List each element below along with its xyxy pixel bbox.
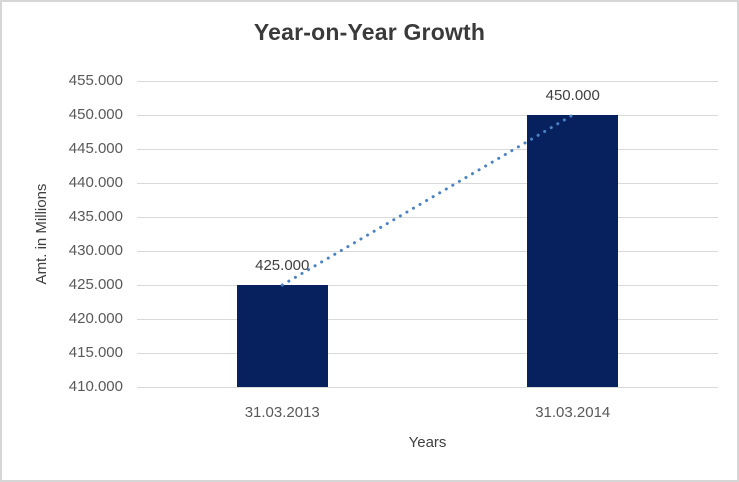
plot-area: 425.000 450.000 [137,81,718,388]
gridline [137,251,718,252]
chart-title: Year-on-Year Growth [253,19,486,45]
y-tick-label: 455.000 [68,72,123,89]
gridline [137,183,718,184]
gridline [137,353,718,354]
y-tick-label: 430.000 [68,242,123,259]
bar [527,115,619,387]
x-axis-title: Years [408,434,447,451]
gridline [137,81,718,82]
y-tick-label: 450.000 [68,106,123,123]
gridline [137,319,718,320]
y-tick-label: 445.000 [68,140,123,157]
y-tick-label: 440.000 [68,174,123,191]
y-tick-label: 415.000 [68,344,123,361]
gridline [137,115,718,116]
y-tick-label: 420.000 [68,310,123,327]
trendline-svg [280,113,575,287]
gridline [137,285,718,286]
gridline [137,149,718,150]
y-tick-label: 425.000 [68,276,123,293]
gridline [137,387,718,388]
y-tick-label: 435.000 [68,208,123,225]
y-tick-label: 410.000 [68,378,123,395]
trendline [280,113,575,287]
bar-data-label: 425.000 [255,257,310,274]
gridline [137,217,718,218]
bar-data-label: 450.000 [545,87,600,104]
x-tick-label: 31.03.2014 [535,404,611,421]
bar [236,285,328,387]
x-tick-label: 31.03.2013 [244,404,320,421]
